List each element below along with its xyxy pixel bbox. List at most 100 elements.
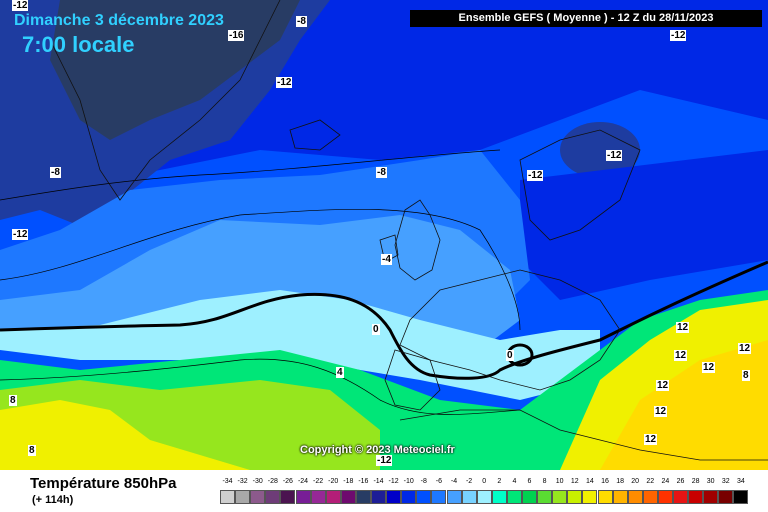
legend-color-swatch	[371, 490, 386, 504]
legend-color-swatch	[567, 490, 583, 504]
legend-color-swatch	[401, 490, 417, 504]
field-yellow-sw	[0, 400, 250, 470]
legend-tick-label: -24	[297, 478, 309, 485]
legend-tick-label: 22	[646, 478, 655, 485]
legend-tick-label: -20	[328, 478, 339, 485]
legend-tick-label: 26	[676, 478, 685, 485]
legend-tick-label: 6	[527, 478, 532, 485]
legend-color-swatch	[461, 490, 477, 504]
contour-label: 12	[676, 322, 690, 333]
contour-label: 12	[702, 362, 716, 373]
legend-color-swatch	[491, 490, 507, 504]
legend-tick-label: -18	[343, 478, 354, 485]
contour-label: 8	[742, 370, 750, 381]
legend-tick-label: -12	[388, 478, 399, 485]
contour-label: 0	[506, 350, 514, 361]
legend-color-swatch	[355, 490, 371, 504]
legend-tick-label: -22	[313, 478, 324, 485]
contour-label: -12	[276, 77, 293, 88]
field-zero-band	[0, 290, 600, 400]
contour-label: -16	[228, 30, 245, 41]
legend-tick-label: -16	[358, 478, 369, 485]
field-east-cold	[520, 150, 768, 300]
legend-tick-label: 2	[497, 478, 502, 485]
legend-color-swatch	[688, 490, 704, 504]
model-run-info: Ensemble GEFS ( Moyenne ) - 12 Z du 28/1…	[410, 10, 762, 27]
legend-color-swatch	[235, 490, 251, 504]
field-scandi-cold	[560, 122, 640, 178]
field-orange-east	[600, 340, 768, 470]
legend-tick-label: -6	[435, 478, 442, 485]
legend-tick-label: 0	[482, 478, 487, 485]
contour-label: -12	[12, 0, 29, 11]
legend-color-swatch	[627, 490, 643, 504]
legend-color-swatch	[506, 490, 522, 504]
legend-tick-label: -32	[237, 478, 248, 485]
contour-label: 8	[28, 445, 36, 456]
contour-label: 12	[738, 343, 752, 354]
legend-color-swatch	[250, 490, 266, 504]
forecast-date: Dimanche 3 décembre 2023	[14, 12, 224, 29]
legend-color-swatch	[552, 490, 568, 504]
legend-color-swatch	[537, 490, 553, 504]
legend-color-swatch	[703, 490, 719, 504]
legend-tick-label: 10	[555, 478, 564, 485]
contour-label: -12	[606, 150, 623, 161]
map-canvas	[0, 0, 768, 470]
legend-color-swatch	[431, 490, 447, 504]
legend-tick-label: -28	[267, 478, 278, 485]
legend-color-swatch	[386, 490, 402, 504]
coast-greenland	[49, 0, 281, 201]
legend-tick-label: -14	[373, 478, 384, 485]
contour-label: -12	[527, 170, 544, 181]
contour-label: -8	[50, 167, 61, 178]
parameter-title: Température 850hPa	[30, 475, 177, 492]
legend-tick-label: 20	[631, 478, 640, 485]
legend-color-swatch	[280, 490, 296, 504]
contour-label: 12	[656, 380, 670, 391]
contour-minus4	[0, 208, 521, 331]
contour-label: 12	[654, 406, 668, 417]
coast-iceland	[289, 119, 341, 151]
legend-color-swatch	[718, 490, 734, 504]
legend-color-swatch	[476, 490, 492, 504]
legend-tick-label: 30	[706, 478, 715, 485]
legend-color-swatch	[657, 490, 673, 504]
legend-color-swatch	[673, 490, 688, 504]
coast-europe	[399, 269, 621, 391]
coast-britain	[394, 199, 441, 281]
legend-color-swatch	[522, 490, 537, 504]
legend-tick-label: 34	[736, 478, 745, 485]
contour-minus8	[0, 149, 501, 201]
legend-tick-label: -4	[450, 478, 458, 485]
temperature-map	[0, 0, 768, 470]
legend-tick-label: 4	[512, 478, 517, 485]
legend-tick-label: -26	[282, 478, 293, 485]
legend-color-swatch	[642, 490, 658, 504]
legend-tick-label: -8	[420, 478, 427, 485]
isotherm-zero	[0, 260, 768, 380]
legend-color-swatch	[325, 490, 341, 504]
legend-tick-label: 28	[691, 478, 700, 485]
legend-color-swatch	[612, 490, 628, 504]
coast-iberia	[384, 349, 441, 411]
legend-tick-label: 24	[661, 478, 670, 485]
legend-tick-label: 12	[570, 478, 579, 485]
legend-color-swatch	[295, 490, 311, 504]
legend-tick-label: 18	[616, 478, 624, 485]
contour-label: -12	[670, 30, 687, 41]
legend-color-swatch	[310, 490, 326, 504]
contour-label: 12	[644, 434, 658, 445]
legend-color-swatch	[416, 490, 432, 504]
copyright-notice: Copyright © 2023 Meteociel.fr	[300, 444, 455, 456]
coast-scandinavia	[519, 129, 641, 241]
contour-label: 4	[336, 367, 344, 378]
legend-tick-label: 16	[601, 478, 609, 485]
forecast-time: 7:00 locale	[22, 32, 135, 57]
contour-label: 8	[9, 395, 17, 406]
legend-tick-label: -30	[252, 478, 263, 485]
legend-color-swatch	[265, 490, 281, 504]
contour-label: -4	[381, 254, 392, 265]
legend-color-swatch	[597, 490, 613, 504]
legend-tick-label: -10	[403, 478, 414, 485]
